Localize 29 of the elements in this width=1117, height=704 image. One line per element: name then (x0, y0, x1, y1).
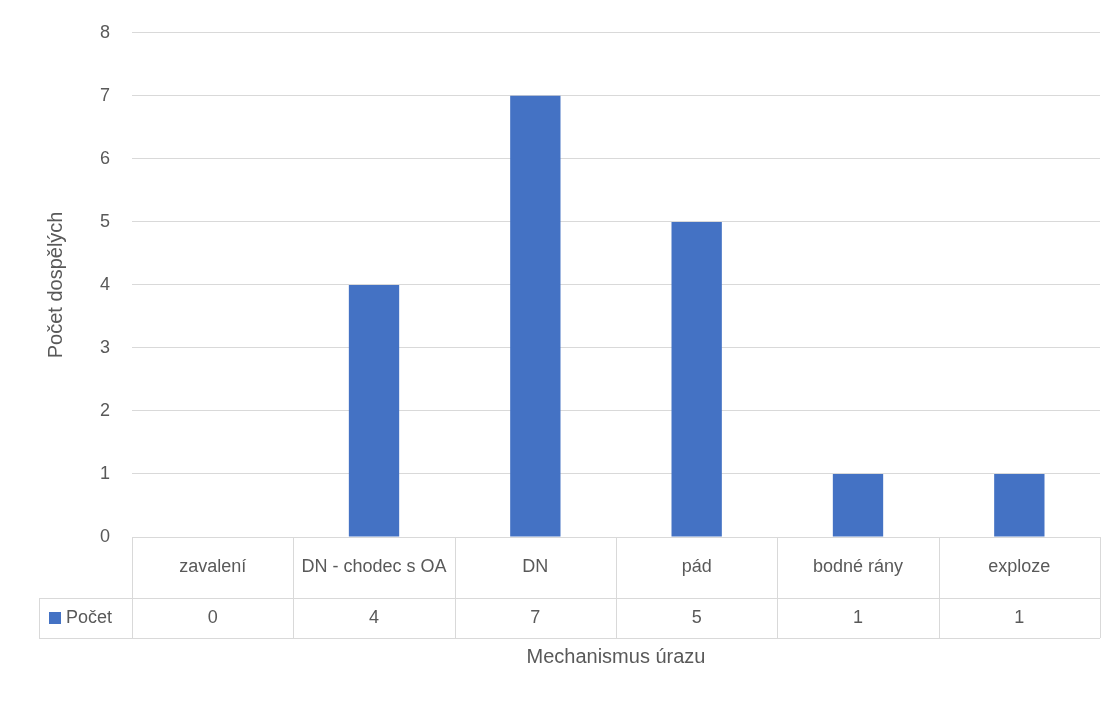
x-tick-label: DN - chodec s OA (301, 556, 447, 577)
bar (994, 473, 1045, 537)
x-tick-label: pád (681, 556, 712, 577)
bar (510, 95, 561, 537)
data-label: 1 (1014, 606, 1025, 627)
bar (671, 221, 722, 537)
y-tick-label: 4 (100, 273, 111, 294)
data-label: 7 (530, 606, 541, 627)
y-tick-label: 7 (100, 84, 111, 105)
x-tick-label: DN (522, 556, 549, 577)
data-label: 1 (852, 606, 864, 627)
y-tick-label: 1 (100, 462, 111, 483)
y-tick-label: 3 (100, 336, 111, 357)
data-label: 0 (207, 606, 218, 627)
data-label: 5 (691, 606, 702, 627)
y-tick-label: 2 (100, 399, 111, 420)
x-tick-label: bodné rány (812, 556, 904, 577)
legend-label: Počet (66, 606, 113, 627)
y-tick-label: 6 (100, 147, 111, 168)
y-tick-label: 0 (100, 525, 111, 546)
bar (348, 284, 400, 537)
y-tick-label: 5 (100, 210, 111, 231)
bar (832, 473, 884, 537)
x-axis-title: Mechanismus úrazu (526, 644, 706, 667)
x-tick-label: exploze (988, 556, 1051, 577)
y-axis-title: Počet dospělých (43, 211, 66, 359)
y-tick-label: 8 (100, 21, 111, 42)
x-tick-label: zavalení (179, 556, 247, 577)
data-label: 4 (369, 606, 380, 627)
